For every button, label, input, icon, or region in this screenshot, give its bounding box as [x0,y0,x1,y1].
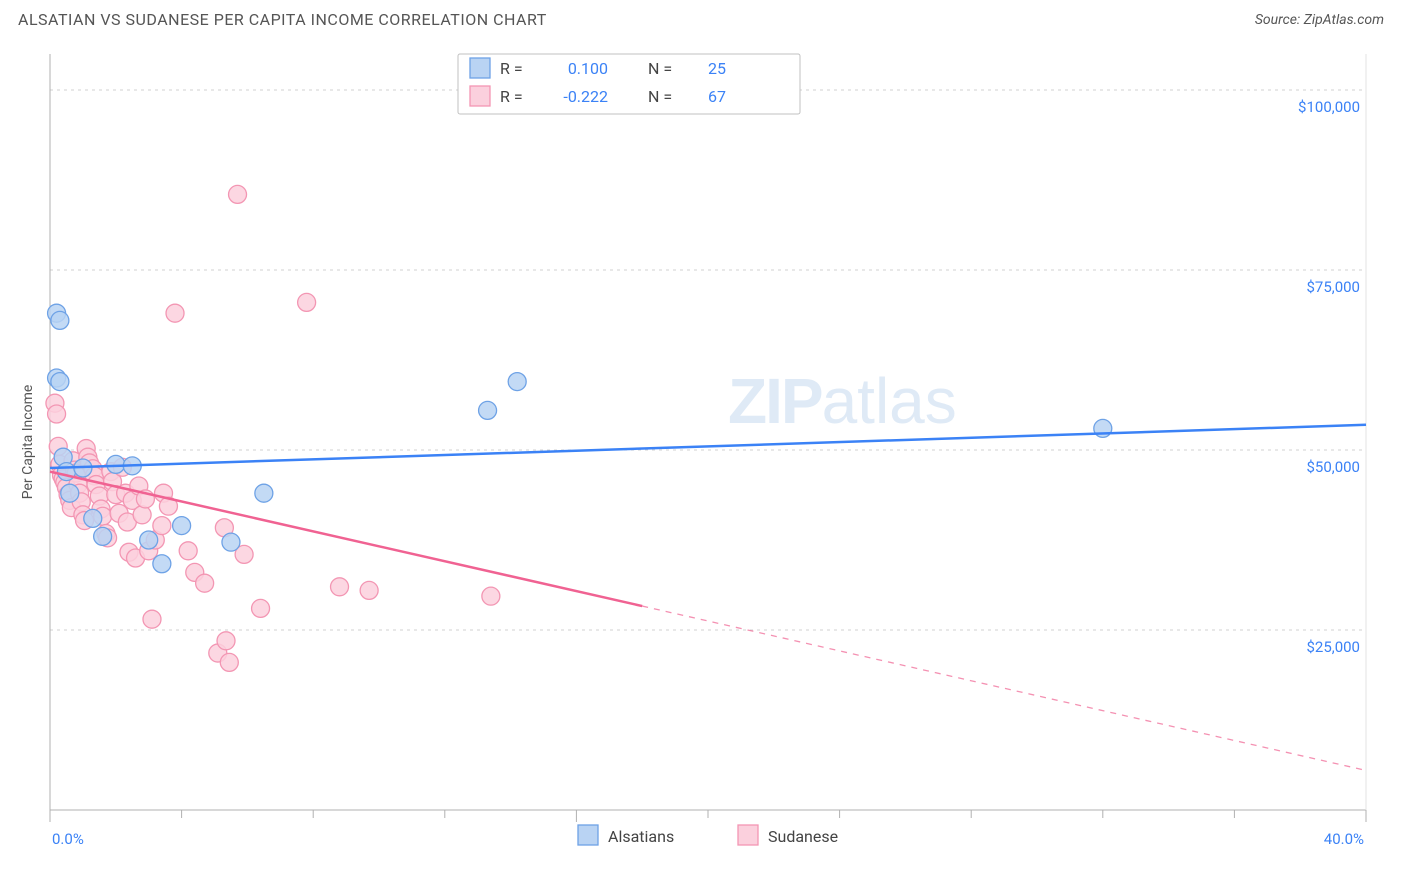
y-tick-label: $100,000 [1298,98,1360,116]
data-point [229,185,247,203]
bottom-legend-label: Alsatians [608,827,674,846]
legend-swatch [470,58,490,78]
y-tick-label: $50,000 [1306,458,1360,476]
data-point [220,653,238,671]
data-point [153,555,171,573]
data-point [179,542,197,560]
data-point [48,405,66,423]
data-point [61,484,79,502]
data-point [508,373,526,391]
data-point [222,533,240,551]
scatter-chart: ZIPatlas $25,000 $50,000 $75,000 $100,000 0.0… [18,48,1388,858]
bottom-legend-label: Sudanese [768,827,838,846]
legend-stat-label: R = [500,87,523,106]
legend-r-value: 0.100 [568,59,608,78]
data-point [360,581,378,599]
legend-n-label: N = [648,87,672,106]
data-point [217,632,235,650]
data-point [331,578,349,596]
y-tick-label: $75,000 [1306,278,1360,296]
chart-title: ALSATIAN VS SUDANESE PER CAPITA INCOME C… [18,10,547,29]
legend-swatch [470,86,490,106]
trend-line [50,425,1366,468]
data-point [173,517,191,535]
data-point [298,293,316,311]
data-point [84,509,102,527]
data-point [196,574,214,592]
bottom-legend-swatch [578,825,598,845]
data-point [51,373,69,391]
legend-n-value: 25 [708,59,726,78]
data-point [133,506,151,524]
data-point [255,484,273,502]
x-tick-label-right: 40.0% [1324,830,1364,848]
y-axis-label: Per Capita Income [20,385,36,500]
data-point [143,610,161,628]
watermark: ZIPatlas [728,365,957,437]
x-tick-label-left: 0.0% [52,830,84,848]
source-attribution: Source: ZipAtlas.com [1255,12,1384,28]
data-point [94,527,112,545]
y-tick-label: $25,000 [1306,638,1360,656]
bottom-legend-swatch [738,825,758,845]
data-point [252,599,270,617]
data-point [153,517,171,535]
legend-r-value: -0.222 [563,87,608,106]
data-point [166,304,184,322]
legend-stat-label: R = [500,59,523,78]
header: ALSATIAN VS SUDANESE PER CAPITA INCOME C… [0,0,1406,37]
trend-line-extrapolated [642,606,1366,770]
data-point [482,587,500,605]
data-point [479,401,497,419]
data-point [140,531,158,549]
legend-n-value: 67 [708,87,726,106]
chart-area: ZIPatlas $25,000 $50,000 $75,000 $100,000 0.0… [18,48,1388,858]
legend-n-label: N = [648,59,672,78]
data-point [51,311,69,329]
